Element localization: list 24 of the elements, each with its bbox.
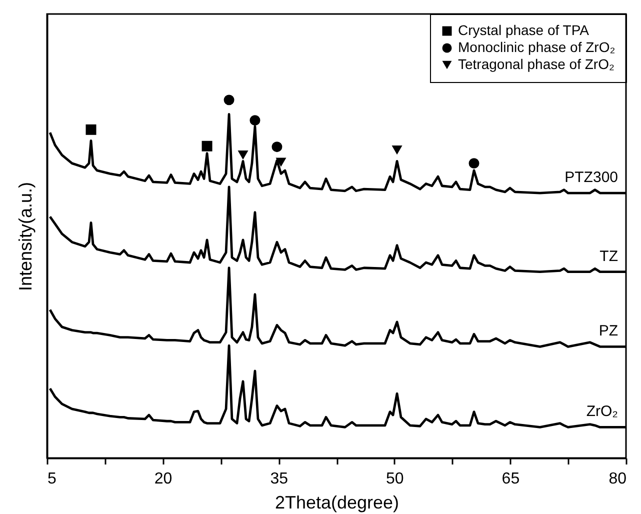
x-tick-label: 65 <box>502 470 520 488</box>
point <box>224 94 234 106</box>
series-label: PZ <box>598 322 618 340</box>
x-axis-title: 2Theta(degree) <box>274 492 400 512</box>
point <box>392 146 402 155</box>
x-tick-label: 35 <box>270 470 288 488</box>
point <box>86 124 96 135</box>
legend-label: Monoclinic phase of ZrO₂ <box>458 39 616 55</box>
legend-label: Tetragonal phase of ZrO₂ <box>458 56 614 72</box>
point <box>202 140 212 152</box>
point <box>468 158 480 169</box>
series-label: PTZ300 <box>564 169 618 186</box>
x-tick-label: 50 <box>386 470 404 488</box>
series-label: TZ <box>600 248 618 265</box>
x-tick-label: 80 <box>608 470 627 488</box>
x-tick-label: 5 <box>48 470 56 488</box>
point <box>238 150 248 160</box>
series-label: ZrO₂ <box>586 403 618 420</box>
x-tick-label: 20 <box>154 470 172 488</box>
point <box>276 158 286 167</box>
legend-label: Crystal phase of TPA <box>458 22 590 38</box>
point <box>250 115 260 126</box>
y-axis-title: Intensity(a.u.) <box>16 182 36 292</box>
point <box>272 142 282 152</box>
